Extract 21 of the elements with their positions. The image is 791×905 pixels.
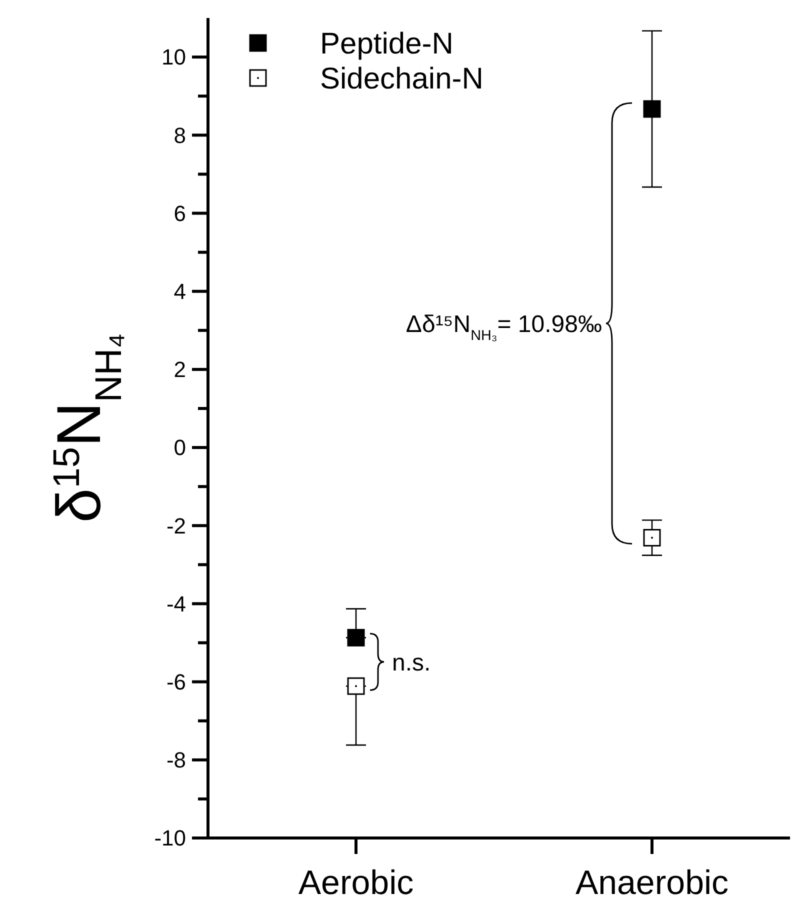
x-tick-label: Aerobic	[298, 864, 414, 902]
y-tick-label: 8	[174, 122, 186, 148]
point	[347, 628, 365, 646]
legend-label: Peptide-N	[320, 28, 454, 60]
x-tick-label: Anaerobic	[575, 864, 729, 902]
point	[643, 528, 661, 546]
y-tick-label: -10	[154, 826, 186, 851]
y-tick-label: -2	[166, 513, 186, 538]
y-tick-label: 2	[174, 357, 186, 382]
annotation: n.s.	[392, 649, 431, 676]
y-tick-label: -4	[166, 591, 186, 616]
y-tick-label: 0	[174, 435, 186, 460]
y-tick-label: -8	[166, 748, 186, 773]
point	[643, 100, 661, 118]
y-tick-label: 10	[162, 44, 186, 70]
point	[347, 677, 365, 695]
legend-label: Sidechain-N	[320, 62, 484, 96]
y-tick-label: 4	[174, 279, 186, 304]
y-tick-label: -6	[166, 670, 186, 695]
annotation: Δδ¹⁵N$_{NH₃}$= 10.98‰	[406, 310, 602, 344]
y-tick-label: 6	[174, 200, 186, 226]
